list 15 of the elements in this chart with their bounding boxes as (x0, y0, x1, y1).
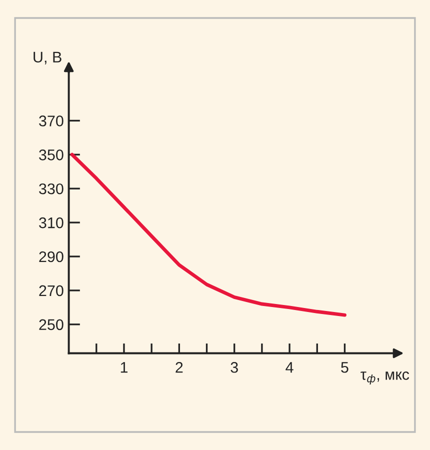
y-tick-label: 290 (39, 251, 64, 262)
x-tick-label: 1 (120, 362, 128, 373)
y-tick-label: 350 (39, 150, 64, 160)
y-tick-label: 250 (39, 319, 64, 330)
y-axis-title: U, В (34, 52, 62, 64)
x-tick-label: 5 (341, 362, 348, 373)
x-axis-title: τ$_{ф}$, мкс (360, 372, 410, 384)
y-tick-label: 270 (39, 285, 64, 296)
y-tick-label: 330 (39, 183, 64, 194)
y-tick-label: 370 (39, 116, 64, 126)
x-tick-label: 3 (230, 362, 238, 373)
x-tick-label: 2 (176, 362, 183, 373)
line-series (70, 152, 346, 317)
y-tick-label: 310 (39, 217, 64, 228)
x-tick-label: 4 (286, 362, 294, 373)
